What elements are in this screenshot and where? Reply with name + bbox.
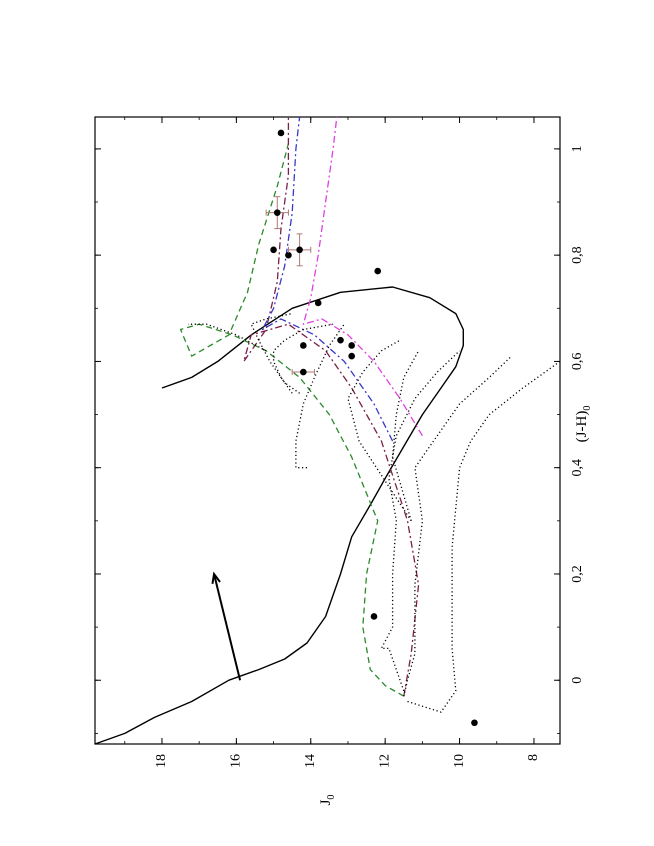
data-points (265, 129, 478, 727)
x-tick-label-0: 0 (570, 677, 585, 684)
data-point-10 (296, 246, 303, 254)
series-line-5 (407, 360, 561, 713)
data-point-8 (300, 342, 307, 349)
y-tick-label-0: 8 (526, 754, 541, 761)
reddening-arrow (211, 571, 242, 681)
x-tick-label-2: 0,4 (570, 459, 585, 477)
data-point-12 (273, 209, 281, 216)
series-line-4 (302, 116, 423, 437)
data-point-3 (348, 342, 355, 349)
x-tick-label-1: 0,2 (570, 565, 585, 583)
data-point-13 (277, 129, 285, 137)
data-point-5 (314, 299, 322, 307)
data-point-0 (471, 719, 478, 727)
x-tick-label-5: 1 (570, 145, 585, 152)
x-tick-label-4: 0,8 (570, 246, 585, 263)
series-line-9 (347, 339, 412, 522)
arrow-shaft (213, 573, 242, 681)
y-tick-label-1: 10 (452, 754, 467, 768)
data-point-1 (370, 613, 378, 620)
data-point-6 (374, 267, 382, 275)
series-line-6 (403, 355, 513, 697)
x-tick-label-3: 0,6 (570, 353, 585, 371)
y-axis-label: J0 (318, 795, 337, 806)
series-line-12 (250, 312, 300, 394)
data-point-7 (300, 368, 307, 376)
data-point-2 (348, 352, 355, 360)
series-line-7 (380, 350, 461, 692)
series-line-1 (179, 143, 405, 697)
y-tick-label-2: 12 (377, 754, 392, 768)
model-curves (94, 116, 561, 745)
series-line-11 (272, 323, 334, 394)
plot-frame (94, 116, 561, 745)
y-tick-label-3: 14 (303, 754, 318, 768)
arrow-head (211, 571, 221, 584)
data-point-4 (337, 336, 344, 344)
series-line-2 (243, 117, 420, 697)
series-line-13 (188, 323, 267, 352)
x-axis-label: (J-H)0 (574, 406, 593, 443)
data-point-9 (285, 251, 292, 259)
y-tick-label-5: 18 (154, 754, 169, 768)
data-point-11 (270, 246, 277, 254)
y-tick-label-4: 16 (229, 754, 244, 768)
series-line-3 (261, 116, 394, 442)
series-line-8 (391, 350, 420, 521)
